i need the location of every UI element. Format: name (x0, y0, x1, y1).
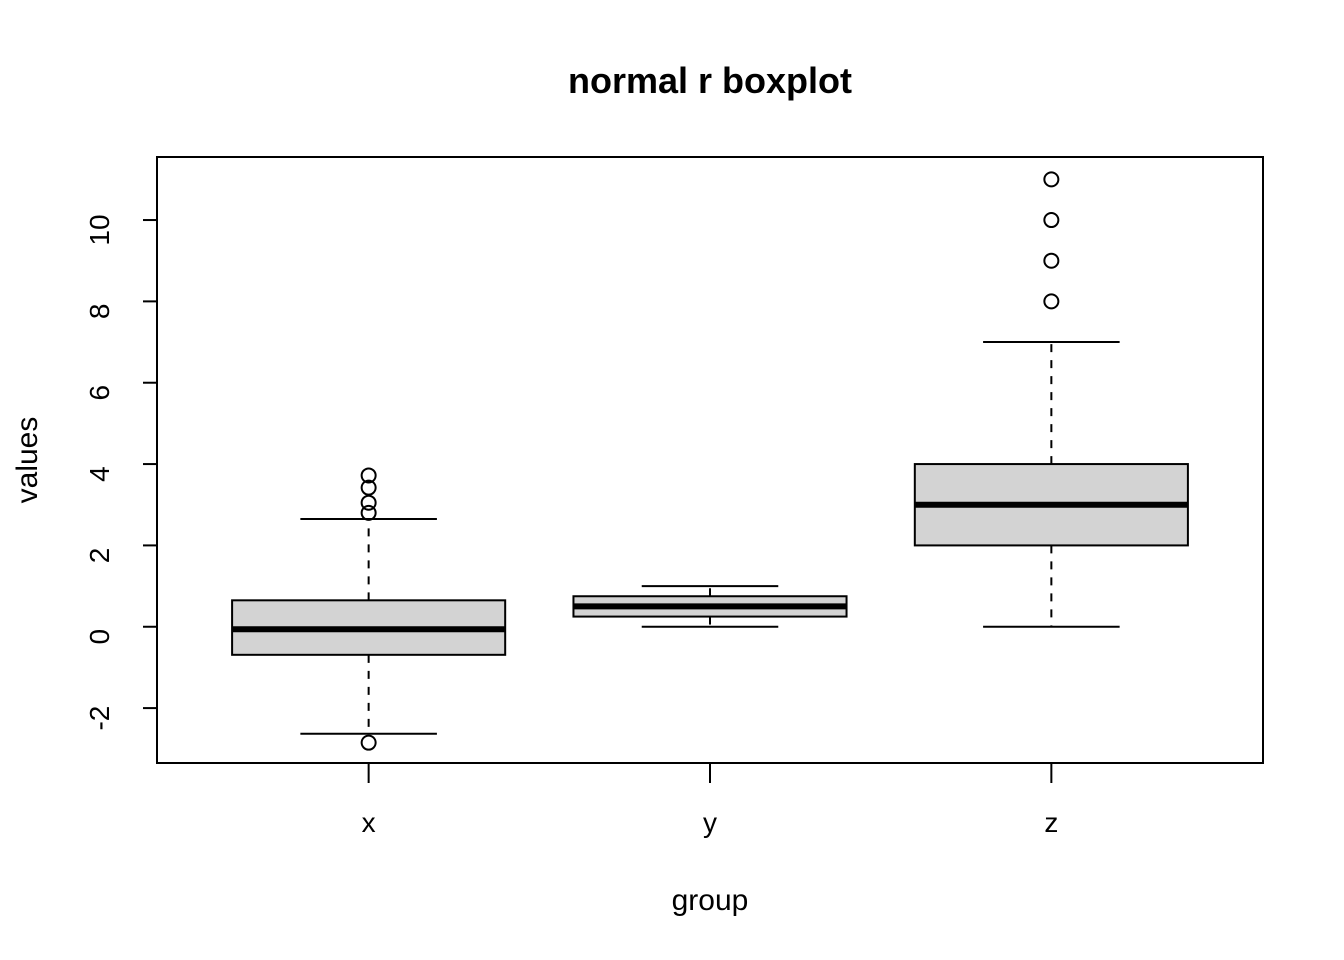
outlier-point (1043, 171, 1060, 188)
chart-marks: -2 0 2 4 6 8 10 x y z (84, 171, 1189, 838)
outlier-point (360, 504, 377, 521)
y-axis-label: values (11, 417, 44, 504)
x-axis-label: group (672, 884, 749, 917)
plot-frame (156, 156, 1264, 764)
outlier-point (360, 494, 377, 511)
outlier-point (360, 734, 377, 751)
chart-title: normal r boxplot (568, 60, 852, 101)
outlier-point (1043, 212, 1060, 229)
x-tick-label: z (1044, 807, 1058, 838)
y-tick-label: -2 (84, 706, 115, 731)
x-tick-label: x (362, 807, 376, 838)
y-tick-label: 0 (84, 629, 115, 645)
outlier-point (1043, 293, 1060, 310)
outlier-point (360, 479, 377, 496)
y-tick-label: 2 (84, 548, 115, 564)
y-tick-label: 4 (84, 466, 115, 482)
x-tick-label: y (703, 807, 717, 838)
y-tick-label: 6 (84, 385, 115, 401)
y-tick-label: 10 (84, 214, 115, 245)
outlier-point (360, 467, 377, 484)
outlier-point (1043, 252, 1060, 269)
y-tick-label: 8 (84, 304, 115, 320)
